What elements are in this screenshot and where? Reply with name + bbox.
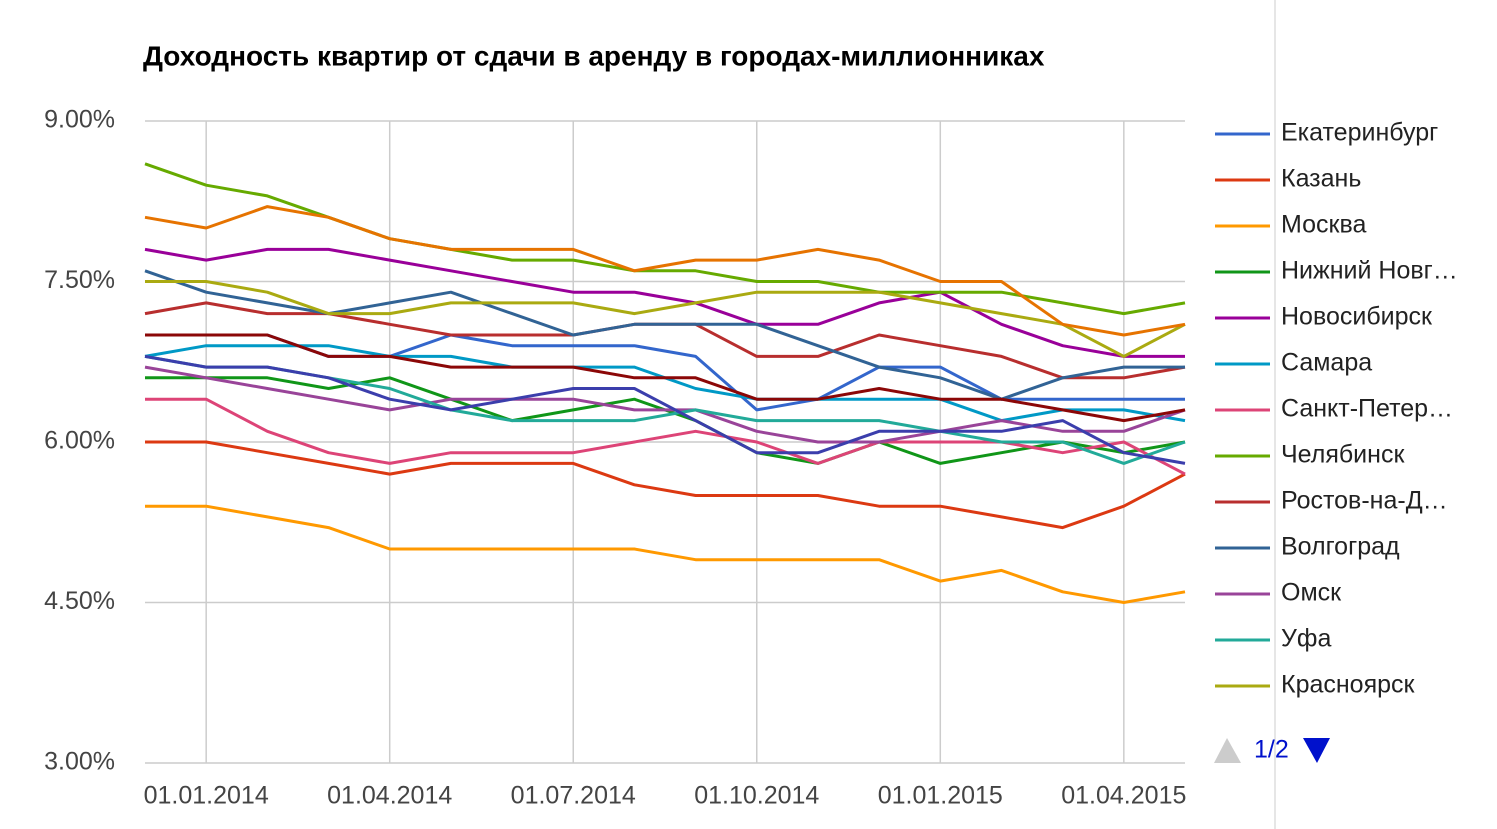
series-line: [144, 269, 1185, 401]
legend-next[interactable]: [1303, 738, 1330, 763]
x-tick-label: 01.07.2014: [511, 782, 636, 810]
series-line: [145, 504, 1186, 604]
legend-label: Волгоград: [1281, 533, 1400, 561]
series-line: [145, 397, 1186, 476]
series-line: [144, 247, 1185, 358]
series-line: [145, 280, 1186, 358]
legend-page: 1/2: [1254, 736, 1289, 764]
y-tick-label: 6.00%: [44, 427, 115, 455]
legend-label: Нижний Новг…: [1281, 257, 1458, 285]
x-tick-label: 01.04.2015: [1061, 782, 1186, 810]
x-tick-label: 01.01.2014: [144, 782, 269, 810]
legend-label: Ростов-на-Д…: [1281, 487, 1448, 515]
x-tick-label: 01.04.2014: [327, 782, 452, 810]
legend-label: Казань: [1281, 165, 1361, 193]
series-line: [144, 301, 1186, 380]
x-tick-label: 01.01.2015: [878, 782, 1003, 810]
legend-label: Омск: [1281, 579, 1342, 607]
series-line: [144, 162, 1186, 316]
legend-label: Красноярск: [1281, 671, 1416, 699]
y-tick-label: 4.50%: [44, 587, 115, 615]
y-tick-label: 9.00%: [44, 106, 115, 134]
chart-title: Доходность квартир от сдачи в аренду в г…: [143, 40, 1045, 71]
x-tick-label: 01.10.2014: [694, 782, 819, 810]
series-line: [145, 333, 1186, 423]
legend-prev[interactable]: [1214, 738, 1241, 763]
series-line: [144, 205, 1186, 337]
legend-label: Самара: [1281, 349, 1372, 377]
legend-label: Новосибирск: [1281, 303, 1433, 331]
legend-label: Екатеринбург: [1281, 119, 1438, 147]
y-tick-label: 7.50%: [44, 266, 115, 294]
legend-label: Москва: [1281, 211, 1366, 239]
legend-label: Уфа: [1281, 625, 1331, 653]
series-line: [145, 440, 1186, 530]
legend-label: Санкт-Петер…: [1281, 395, 1453, 423]
series-line: [144, 365, 1186, 444]
legend-label: Челябинск: [1281, 441, 1405, 469]
series-line: [144, 354, 1186, 465]
y-tick-label: 3.00%: [44, 748, 115, 776]
